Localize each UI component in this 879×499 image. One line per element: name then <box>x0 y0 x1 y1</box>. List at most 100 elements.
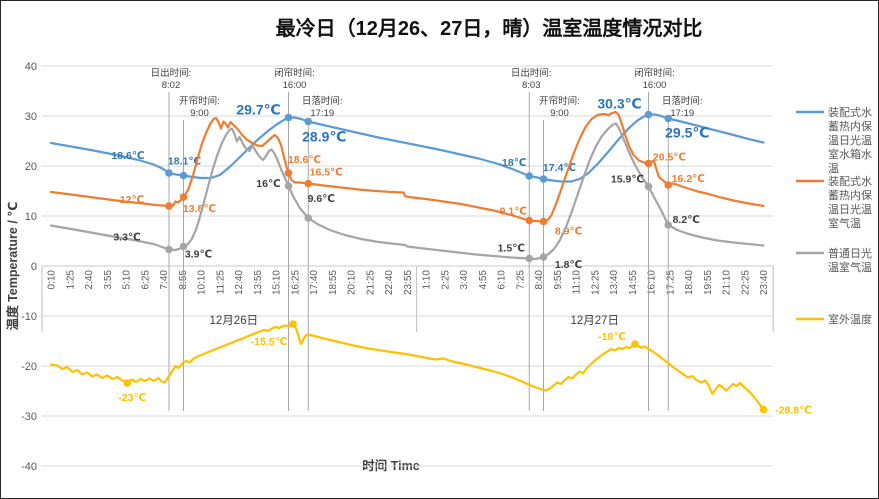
y-tick-label: -20 <box>21 361 37 373</box>
x-tick-label: 12:25 <box>590 270 601 295</box>
event-time: 9:00 <box>550 108 569 119</box>
legend-label: 装配式水 <box>828 175 872 188</box>
x-tick-label: 21:25 <box>365 270 376 295</box>
data-point-marker <box>539 217 548 226</box>
x-tick-label: 17:25 <box>665 270 676 295</box>
y-tick-label: 20 <box>25 161 37 173</box>
x-tick-label: 16:25 <box>290 270 301 295</box>
x-tick-label: 22:40 <box>384 270 395 295</box>
data-label: 29.7℃ <box>236 102 280 118</box>
x-tick-label: 23:55 <box>403 270 414 295</box>
y-tick-label: 0 <box>31 261 37 273</box>
data-label: 16.5℃ <box>310 167 343 179</box>
x-tick-label: 7:25 <box>515 270 526 290</box>
x-tick-label: 17:40 <box>309 270 320 295</box>
x-tick-label: 0:10 <box>47 270 58 290</box>
data-label: 18.6℃ <box>111 150 144 162</box>
y-tick-label: -30 <box>21 411 37 423</box>
event-time: 16:00 <box>643 80 667 91</box>
data-label: 29.5℃ <box>665 125 709 141</box>
event-label: 闭帘时间: <box>634 67 675 79</box>
event-label: 闭帘时间: <box>274 67 315 79</box>
legend-label: 室气温 <box>828 216 861 230</box>
data-point-marker <box>644 159 653 168</box>
data-point-marker <box>525 172 534 180</box>
y-tick-label: -40 <box>21 461 37 473</box>
data-label: 9.1℃ <box>500 206 527 218</box>
day-band-label: 12月27日 <box>570 315 619 327</box>
legend-label: 温室气温 <box>828 260 872 274</box>
data-point-marker <box>284 182 293 190</box>
x-tick-label: 16:10 <box>647 270 658 295</box>
legend: 装配式水蓄热内保温日光温室水箱水温装配式水蓄热内保温日光温室气温普通日光温室气温… <box>796 106 872 326</box>
legend-label: 蓄热内保 <box>828 188 872 202</box>
data-point-marker <box>165 169 173 177</box>
data-label: 16℃ <box>256 178 280 190</box>
series-line-3 <box>49 122 765 261</box>
y-tick-label: -10 <box>21 311 37 323</box>
x-tick-label: 3:55 <box>103 270 114 290</box>
data-point-marker <box>759 405 768 414</box>
x-tick-label: 11:10 <box>572 270 583 295</box>
event-time: 8:03 <box>522 80 541 91</box>
chart-title: 最冷日（12月26、27日，晴）温室温度情况对比 <box>276 16 703 40</box>
x-tick-label: 18:40 <box>684 270 695 295</box>
x-tick-label: 20:10 <box>347 270 358 295</box>
x-tick-label: 1:10 <box>422 270 433 290</box>
data-point-marker <box>664 221 673 229</box>
data-label: -23℃ <box>118 392 146 404</box>
data-label: 18.1℃ <box>168 156 201 168</box>
series-line-4 <box>49 322 765 411</box>
data-label: -15.5℃ <box>251 336 288 348</box>
data-label: -18℃ <box>598 331 626 343</box>
data-label: 3.9℃ <box>185 249 212 261</box>
x-tick-label: 15:10 <box>272 270 283 295</box>
data-label: 18.6℃ <box>288 154 321 166</box>
event-time: 9:00 <box>190 108 209 119</box>
data-label: 3.3℃ <box>113 232 140 244</box>
x-tick-label: 11:25 <box>215 270 226 295</box>
x-tick-label: 10:10 <box>197 270 208 295</box>
data-label: 12℃ <box>120 194 144 206</box>
data-point-marker <box>525 216 534 225</box>
data-label: 1.5℃ <box>498 243 525 255</box>
x-tick-label: 6:10 <box>497 270 508 290</box>
data-point-marker <box>179 242 188 251</box>
day-band-label: 12月26日 <box>210 315 259 327</box>
event-label: 日落时间: <box>302 95 343 107</box>
x-tick-label: 1:25 <box>65 270 76 290</box>
plot-area: 40 30 20 10 0 -10 -20 -30 -40 12月26日 12月27日 0:10 1:2… <box>21 61 812 473</box>
data-label: 15.9℃ <box>611 174 644 186</box>
data-point-marker <box>179 171 188 180</box>
data-point-marker <box>179 193 188 201</box>
event-time: 17:19 <box>310 108 334 119</box>
legend-label: 普通日光 <box>828 246 872 260</box>
data-point-marker <box>304 179 313 188</box>
y-tick-label: 10 <box>25 211 37 223</box>
data-point-marker <box>539 253 548 261</box>
data-label: 13.8℃ <box>183 203 216 215</box>
data-point-marker <box>664 114 673 123</box>
legend-label: 装配式水 <box>828 106 872 119</box>
event-time: 17:19 <box>670 108 694 119</box>
x-tick-label: 12:40 <box>234 270 245 295</box>
data-label: 16.2℃ <box>672 173 705 185</box>
data-point-marker <box>304 214 313 222</box>
x-tick-label: 4:55 <box>478 270 489 290</box>
data-label: 30.3℃ <box>597 96 641 112</box>
event-time: 16:00 <box>283 80 307 91</box>
x-tick-label: 6:25 <box>140 270 151 290</box>
data-point-marker <box>165 245 173 254</box>
x-tick-label: 8:40 <box>534 270 545 290</box>
data-label: 8.9℃ <box>555 226 582 238</box>
data-label: 18℃ <box>502 157 526 169</box>
legend-label: 温日光温 <box>828 202 872 216</box>
x-tick-label: 9:55 <box>553 270 564 290</box>
series-line-2 <box>49 110 765 223</box>
x-tick-label: 13:40 <box>609 270 620 295</box>
data-point-marker <box>123 379 132 387</box>
event-label: 开帘时间: <box>179 95 220 107</box>
